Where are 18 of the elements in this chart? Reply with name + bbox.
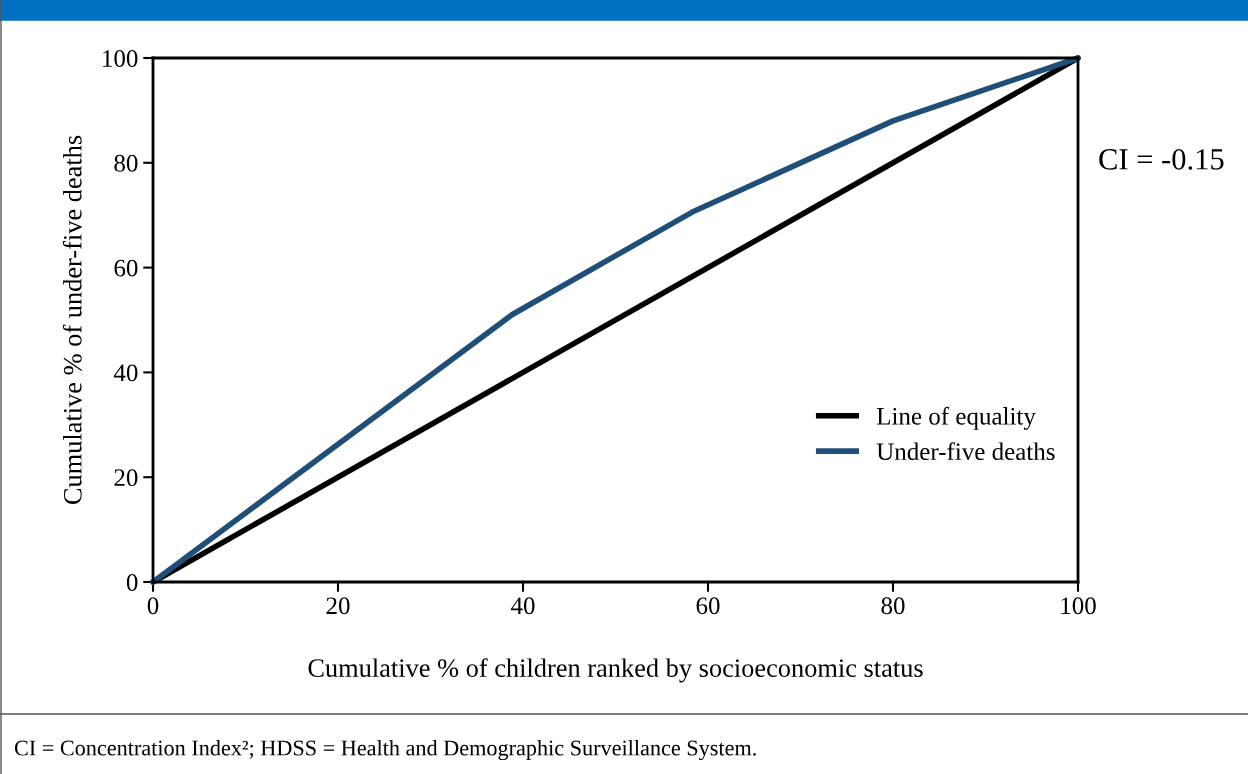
y-axis-title: Cumulative % of under-five deaths	[62, 135, 82, 505]
x-tick-label: 80	[881, 597, 905, 615]
legend-label: Under-five deaths	[876, 442, 1055, 461]
x-tick-label: 60	[696, 597, 720, 615]
y-tick-label: 100	[103, 50, 138, 67]
x-tick-label: 0	[147, 597, 159, 615]
y-tick-label: 60	[114, 259, 138, 277]
y-tick-label: 40	[113, 364, 138, 382]
text: CI = Concentration Index²; HDSS = Health and Demographic Surveillance System.	[14, 739, 756, 761]
y-tick-label: 80	[114, 154, 138, 172]
x-tick-label: 100	[1061, 597, 1096, 615]
x-tick-label: 20	[326, 597, 350, 615]
x-axis-title: Cumulative % of children ranked by socioeconomic status	[308, 658, 923, 683]
y-tick-label: 0	[126, 574, 138, 591]
text: CI = -0.15	[1099, 149, 1224, 170]
x-tick-label: 40	[510, 597, 535, 615]
y-tick-label: 20	[114, 469, 138, 487]
legend-label: Line of equality	[876, 406, 1036, 430]
